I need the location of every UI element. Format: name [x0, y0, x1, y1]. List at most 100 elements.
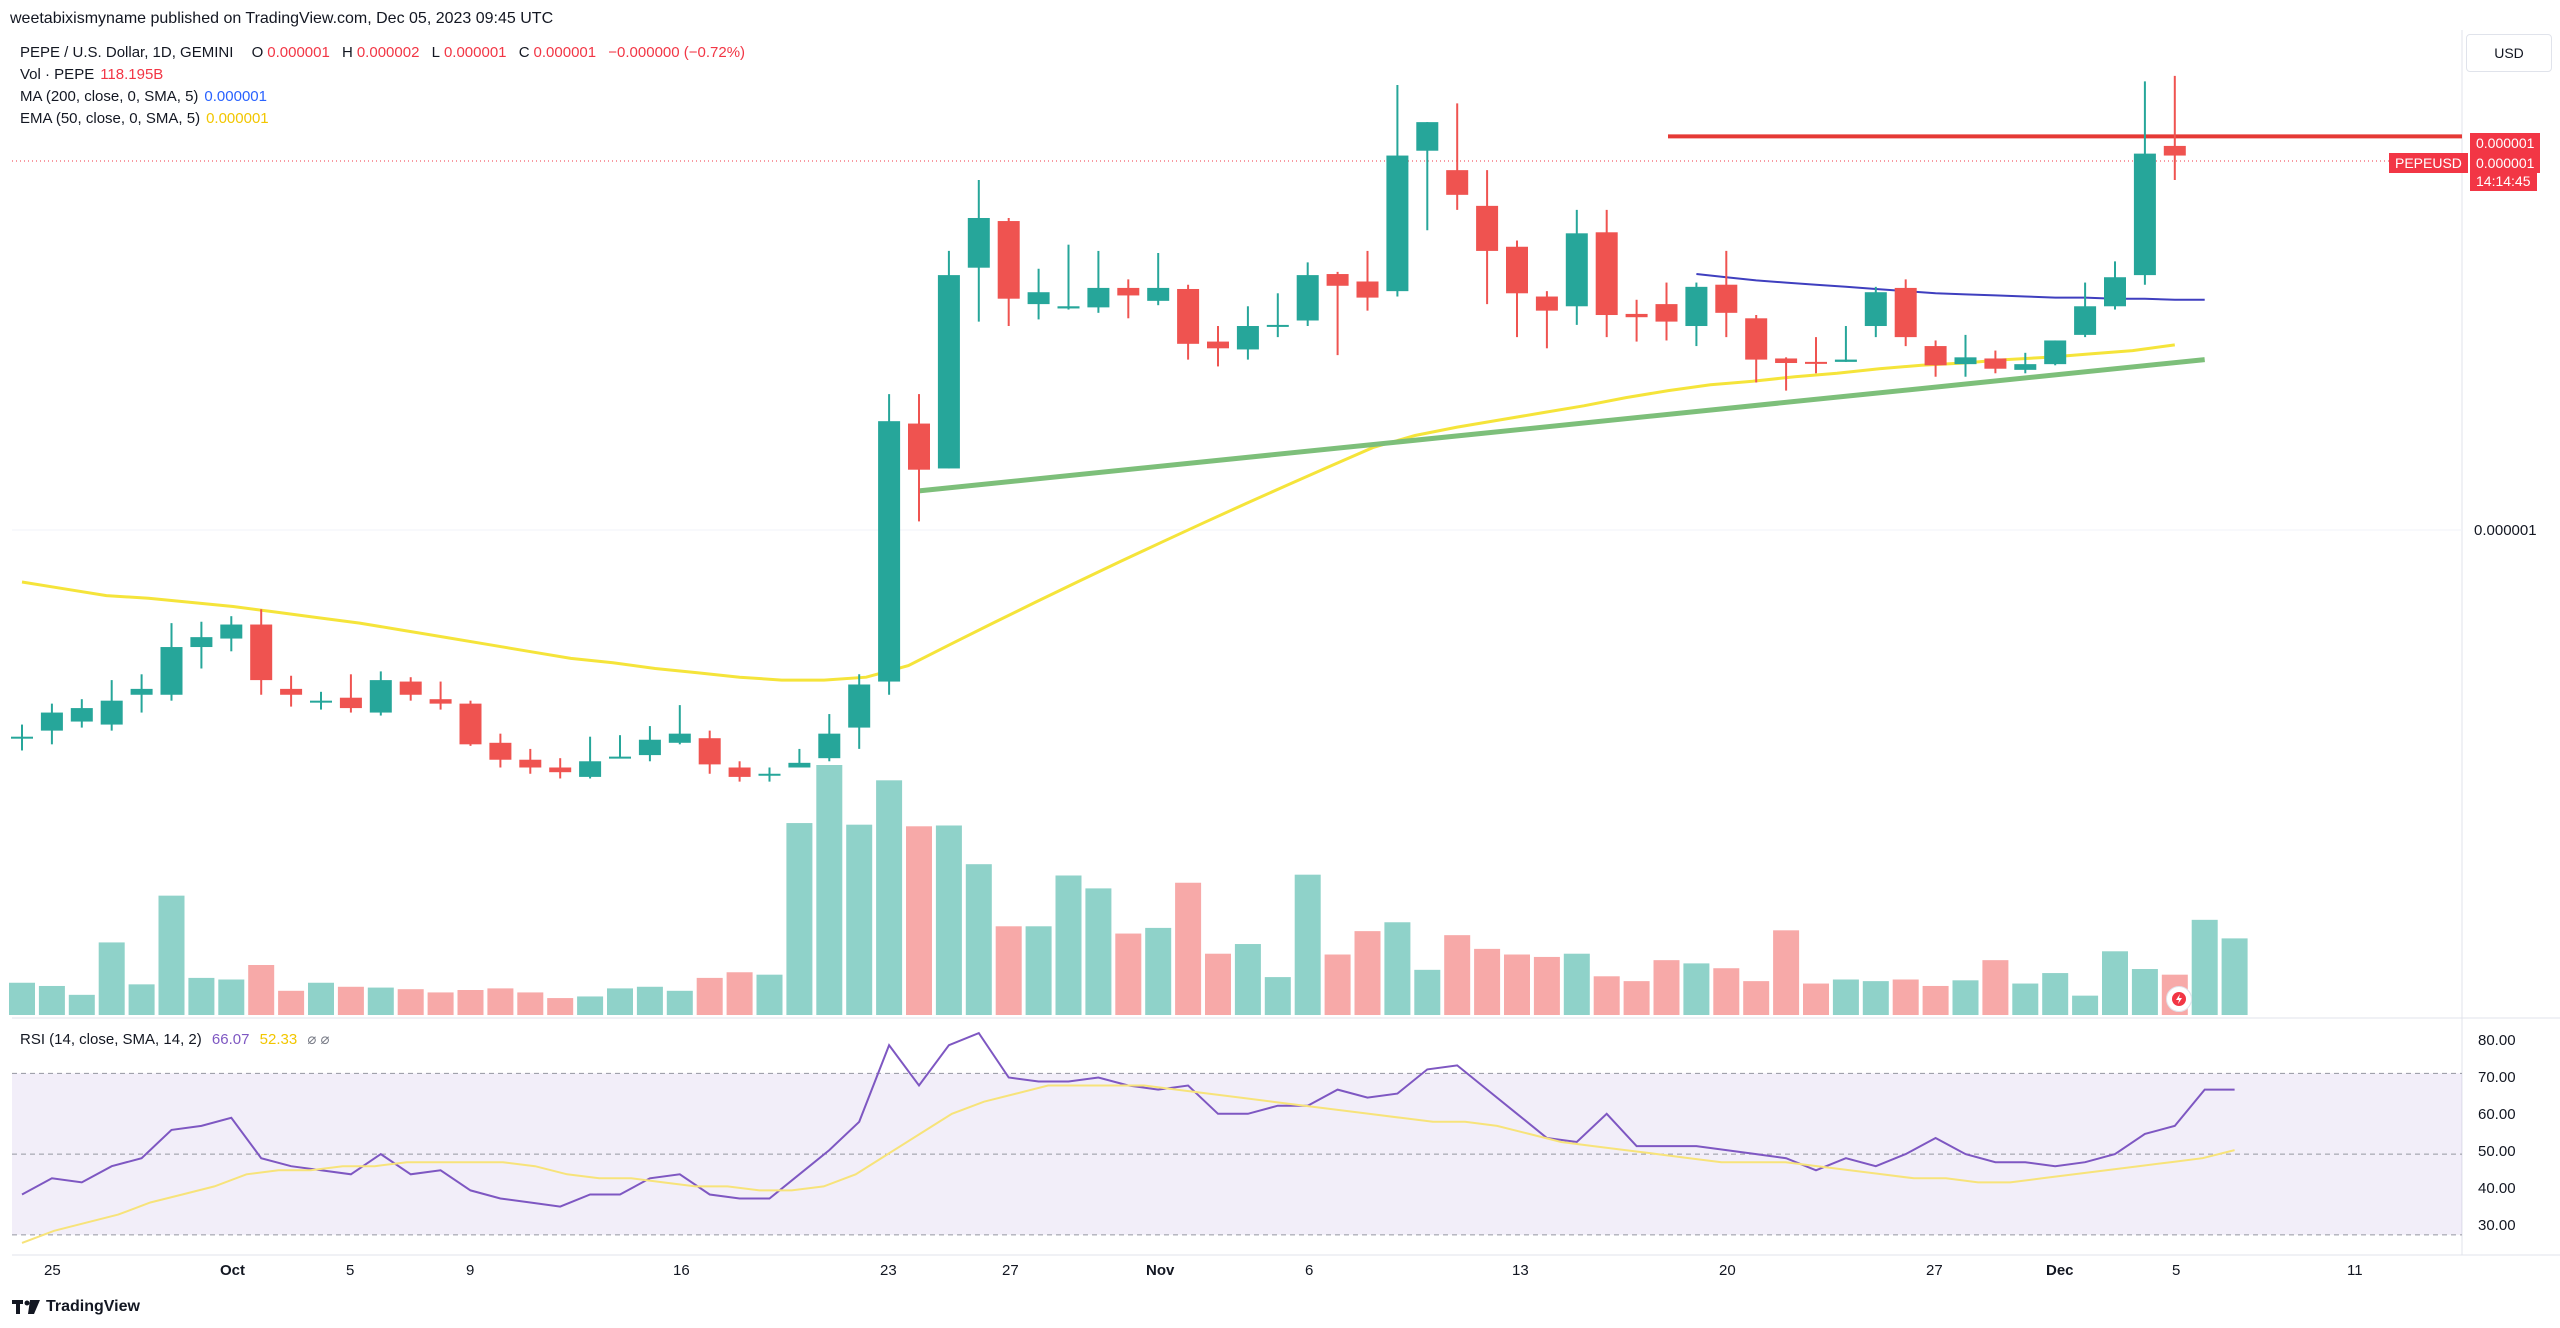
time-label: 5 — [346, 1262, 355, 1279]
volume-bar — [1294, 874, 1321, 1015]
volume-bar — [607, 988, 633, 1015]
volume-bar — [1264, 977, 1291, 1015]
lightning-icon[interactable] — [2166, 986, 2192, 1012]
ma-legend[interactable]: MA (200, close, 0, SMA, 5) 0.000001 — [20, 88, 267, 105]
candle-body — [130, 688, 153, 695]
volume-bar — [427, 992, 454, 1015]
volume-bar — [1205, 953, 1231, 1015]
candle-body — [1685, 286, 1708, 327]
volume-bar — [1324, 954, 1351, 1015]
volume-bar — [1862, 981, 1889, 1015]
candle-body — [967, 217, 990, 268]
candle-body — [250, 624, 273, 681]
rsi-axis-70: 70.00 — [2478, 1069, 2516, 1086]
candle-body — [758, 773, 781, 776]
ema-line — [21, 343, 2176, 682]
time-label: 23 — [880, 1262, 897, 1279]
candle-body — [160, 647, 183, 695]
ema-legend[interactable]: EMA (50, close, 0, SMA, 5) 0.000001 — [20, 110, 269, 127]
candle-body — [1057, 306, 1080, 309]
symbol-tag: PEPEUSD — [2389, 153, 2468, 173]
candle-body — [339, 697, 362, 709]
candle-body — [1266, 324, 1289, 327]
candle-body — [638, 739, 661, 756]
tradingview-logo[interactable]: TradingView — [12, 1298, 140, 1316]
time-label: 27 — [1926, 1262, 1943, 1279]
volume-bar — [487, 988, 514, 1015]
publish-header: weetabixismyname published on TradingVie… — [10, 10, 554, 27]
candle-body — [1416, 122, 1439, 151]
candle-body — [668, 733, 691, 743]
volume-bar — [1952, 980, 1979, 1015]
candle-body — [190, 637, 213, 648]
volume-bar — [1922, 985, 1949, 1015]
candle-body — [1625, 313, 1648, 318]
symbol-price-tag: 0.000001 — [2470, 153, 2541, 173]
volume-bar — [1773, 930, 1800, 1015]
candle-body — [2044, 340, 2067, 365]
candle-body — [399, 681, 422, 695]
time-label: Oct — [220, 1262, 246, 1279]
volume-bar — [906, 826, 932, 1015]
candle-body — [1147, 287, 1170, 301]
candle-body — [579, 761, 602, 777]
volume-bar — [1384, 922, 1411, 1015]
volume-bar — [2102, 951, 2128, 1015]
candle-body — [1506, 246, 1528, 294]
volume-bar — [98, 942, 125, 1015]
candle-body — [1595, 232, 1618, 316]
candle-body — [609, 756, 631, 759]
trendline — [918, 357, 2205, 494]
rsi-axis-40: 40.00 — [2478, 1180, 2516, 1197]
candle-body — [1834, 359, 1857, 362]
volume-bar — [1623, 981, 1650, 1015]
volume-bar — [816, 765, 843, 1015]
volume-bar — [577, 996, 604, 1015]
candle-body — [1745, 318, 1768, 360]
candle-body — [40, 712, 63, 731]
volume-bar — [2221, 938, 2248, 1015]
volume-bar — [756, 974, 783, 1015]
volume-bar — [2131, 969, 2158, 1015]
candle-body — [728, 767, 751, 777]
candle-body — [1207, 341, 1229, 349]
ohlc-high: H 0.000002 — [342, 44, 420, 61]
candle-body — [1446, 170, 1469, 195]
volume-bar — [248, 965, 275, 1015]
time-label: 9 — [466, 1262, 475, 1279]
volume-bar — [367, 987, 394, 1015]
current-price-tag: 0.000001 — [2470, 133, 2541, 153]
volume-bar — [2012, 983, 2039, 1015]
volume-bar — [1533, 956, 1560, 1015]
volume-bar — [636, 986, 663, 1015]
currency-button[interactable]: USD — [2466, 34, 2552, 72]
time-label: Nov — [1146, 1262, 1175, 1279]
volume-bar — [158, 895, 185, 1015]
volume-bar — [1025, 926, 1052, 1015]
candle-body — [2163, 145, 2186, 156]
rsi-legend[interactable]: RSI (14, close, SMA, 14, 2) 66.07 52.33 … — [20, 1031, 330, 1048]
volume-bar — [1145, 927, 1172, 1015]
volume-legend[interactable]: Vol · PEPE 118.195B — [20, 66, 164, 83]
volume-bar — [1743, 981, 1770, 1015]
candle-body — [1715, 284, 1738, 313]
volume-bar — [1832, 979, 1859, 1015]
volume-bar — [337, 986, 364, 1015]
candle-body — [1177, 288, 1200, 344]
candle-body — [848, 684, 871, 728]
volume-bar — [128, 984, 155, 1015]
rsi-axis-80: 80.00 — [2478, 1032, 2516, 1049]
volume-bar — [2191, 919, 2218, 1015]
volume-bar — [995, 926, 1022, 1015]
volume-bar — [278, 990, 305, 1015]
volume-bar — [1414, 969, 1441, 1015]
candle-body — [11, 736, 33, 739]
candle-body — [1027, 292, 1050, 305]
candle-body — [1386, 155, 1409, 292]
volume-bar — [457, 990, 484, 1015]
time-label: 6 — [1305, 1262, 1314, 1279]
candle-body — [1535, 296, 1558, 311]
volume-bar — [218, 979, 245, 1015]
candle-body — [788, 762, 811, 768]
